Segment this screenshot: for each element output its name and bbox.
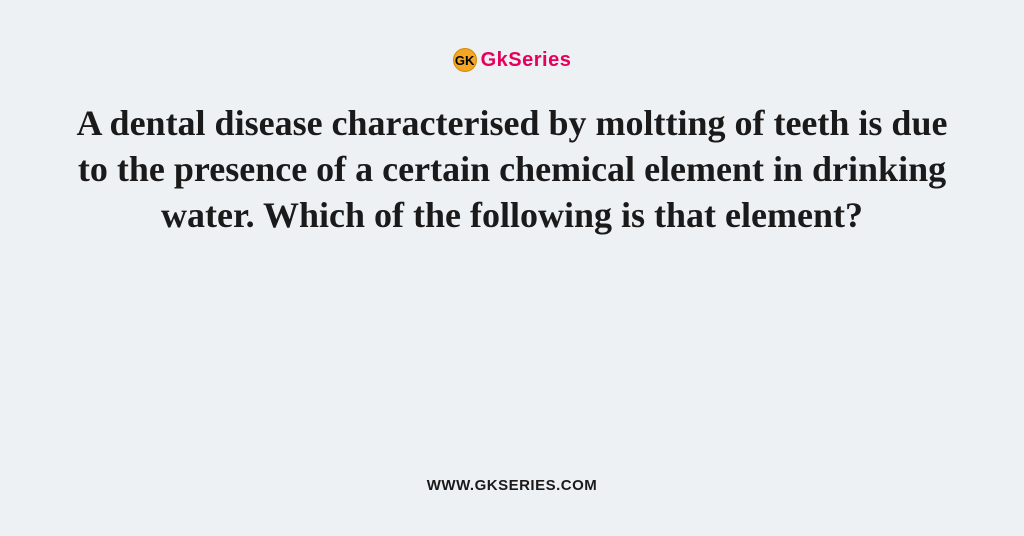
footer-url: WWW.GKSERIES.COM [427, 477, 598, 494]
logo-icon: GK [453, 48, 477, 72]
question-text: A dental disease characterised by molt­t… [72, 100, 952, 238]
logo-icon-text: GK [455, 53, 475, 68]
logo-brand-text: GkSeries [481, 49, 572, 72]
logo-container: GK GkSeries [453, 48, 572, 72]
